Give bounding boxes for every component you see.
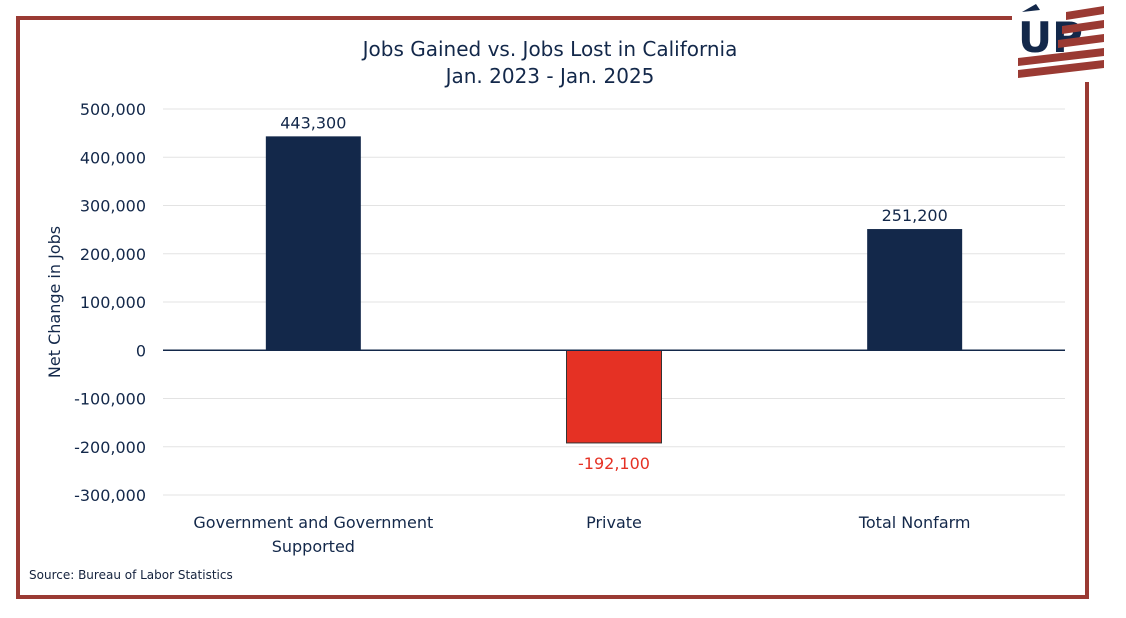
bar [867, 229, 963, 351]
y-tick-label: 0 [136, 341, 146, 360]
y-tick-label: 100,000 [80, 293, 146, 312]
y-tick-label: -100,000 [74, 390, 146, 409]
x-axis-labels: Government and Government Supported Privat… [193, 513, 970, 556]
bar [265, 136, 361, 351]
chart-title: Jobs Gained vs. Jobs Lost in California [361, 37, 738, 61]
y-tick-label: -300,000 [74, 486, 146, 505]
y-tick-label: 200,000 [80, 245, 146, 264]
x-tick-label: Government and Government [193, 513, 433, 532]
bar [566, 349, 662, 444]
up-logo: UP [1012, 2, 1112, 82]
chart-subtitle: Jan. 2023 - Jan. 2025 [444, 64, 655, 88]
y-tick-label: 500,000 [80, 100, 146, 119]
data-label: 443,300 [280, 113, 346, 132]
data-label: 251,200 [882, 206, 948, 225]
x-tick-label: Supported [272, 537, 355, 556]
y-tick-label: 300,000 [80, 197, 146, 216]
chart-frame [16, 16, 1089, 599]
y-axis-label: Net Change in Jobs [45, 226, 64, 378]
x-tick-label: Total Nonfarm [858, 513, 971, 532]
y-tick-label: -200,000 [74, 438, 146, 457]
value-labels: 443,300 -192,100 251,200 [280, 113, 948, 473]
y-axis-ticks: 500,000 400,000 300,000 200,000 100,000 0 -100… [74, 100, 146, 505]
source-note: Source: Bureau of Labor Statistics [29, 568, 233, 582]
data-label: -192,100 [578, 454, 650, 473]
y-tick-label: 400,000 [80, 148, 146, 167]
bars [265, 136, 963, 444]
x-tick-label: Private [586, 513, 642, 532]
